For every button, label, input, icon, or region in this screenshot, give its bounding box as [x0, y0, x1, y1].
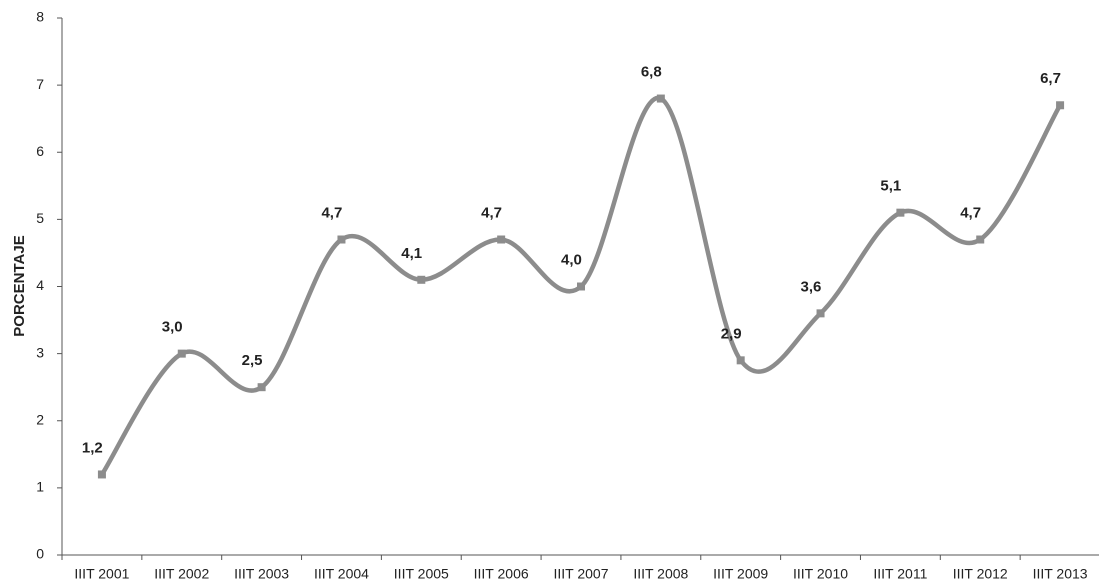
x-tick-label: IIIT 2003 [234, 566, 289, 582]
x-tick-label: IIIT 2011 [873, 566, 927, 582]
x-tick-label: IIIT 2010 [793, 566, 848, 582]
y-tick-label: 4 [36, 277, 44, 293]
data-label: 6,8 [641, 64, 662, 81]
point [1056, 101, 1065, 110]
data-label: 5,1 [880, 178, 901, 195]
point [337, 235, 346, 244]
x-tick-label: IIIT 2012 [953, 566, 1008, 582]
x-tick-label: IIIT 2004 [314, 566, 369, 582]
data-label: 3,6 [801, 278, 822, 295]
point [816, 309, 825, 318]
y-tick-label: 0 [36, 546, 44, 562]
point [976, 235, 985, 244]
data-label: 2,9 [721, 325, 742, 342]
x-tick-label: IIIT 2006 [474, 566, 529, 582]
point [417, 275, 426, 284]
y-tick-label: 7 [36, 76, 44, 92]
data-label: 1,2 [82, 439, 103, 456]
point [656, 94, 665, 103]
data-label: 6,7 [1040, 70, 1061, 87]
data-label: 4,7 [481, 204, 502, 221]
y-tick-label: 5 [36, 210, 44, 226]
x-tick-label: IIIT 2001 [74, 566, 129, 582]
x-tick-label: IIIT 2002 [154, 566, 209, 582]
point [896, 208, 905, 217]
y-tick-label: 6 [36, 143, 44, 159]
x-tick-label: IIIT 2005 [394, 566, 449, 582]
x-tick-label: IIIT 2013 [1033, 566, 1088, 582]
x-tick-label: IIIT 2008 [633, 566, 688, 582]
point [577, 282, 585, 291]
y-tick-label: 8 [36, 9, 44, 25]
data-label: 4,1 [401, 245, 422, 262]
point [177, 349, 186, 358]
y-axis-label: PORCENTAJE [11, 235, 28, 336]
data-label: 3,0 [162, 319, 183, 336]
data-label: 4,7 [960, 204, 981, 221]
x-tick-label: IIIT 2009 [713, 566, 768, 582]
data-label: 4,7 [321, 204, 342, 221]
y-tick-label: 1 [36, 479, 44, 495]
point [257, 383, 266, 392]
y-tick-label: 3 [36, 344, 44, 360]
data-label: 4,0 [561, 251, 582, 268]
point [736, 356, 745, 365]
point [97, 470, 106, 479]
y-tick-label: 2 [36, 411, 44, 427]
x-tick-label: IIIT 2007 [553, 566, 608, 582]
data-label: 2,5 [242, 352, 263, 369]
point [497, 235, 506, 244]
